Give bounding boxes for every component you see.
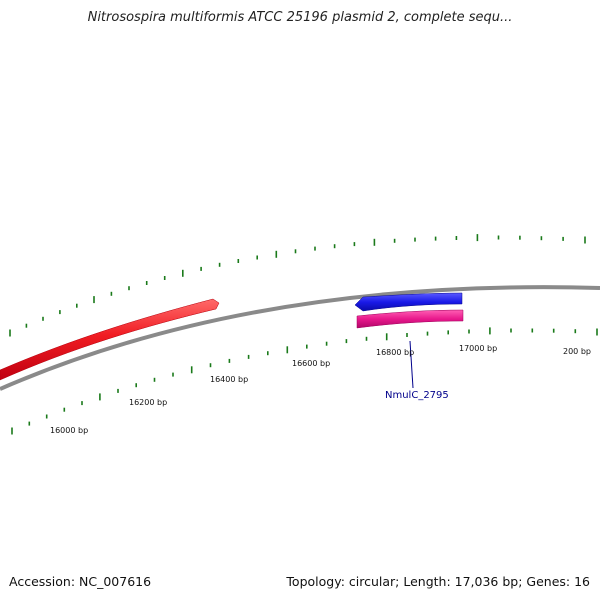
tick-label-16200: 16200 bp <box>129 398 167 407</box>
tick-label-17000: 17000 bp <box>459 344 497 353</box>
gene-bar-magenta[interactable] <box>356 309 464 329</box>
tick-label-16400: 16400 bp <box>210 375 248 384</box>
tick-label-16600: 16600 bp <box>292 359 330 368</box>
gene-label-leader <box>409 340 414 389</box>
gene-arrow-blue[interactable] <box>354 292 463 312</box>
tick-label-16800: 16800 bp <box>376 348 414 357</box>
gene-arrow-red[interactable] <box>0 298 220 381</box>
tick-label-200: 200 bp <box>563 347 591 356</box>
plasmid-backbone <box>0 285 600 391</box>
inner-tick-marks <box>11 327 598 435</box>
topology-summary: Topology: circular; Length: 17,036 bp; G… <box>286 574 590 589</box>
accession-label: Accession: NC_007616 <box>9 574 152 589</box>
map-title: Nitrosospira multiformis ATCC 25196 plas… <box>87 10 513 25</box>
outer-tick-marks <box>9 234 586 337</box>
tick-label-16000: 16000 bp <box>50 426 88 435</box>
gene-label[interactable]: NmulC_2795 <box>385 390 449 401</box>
